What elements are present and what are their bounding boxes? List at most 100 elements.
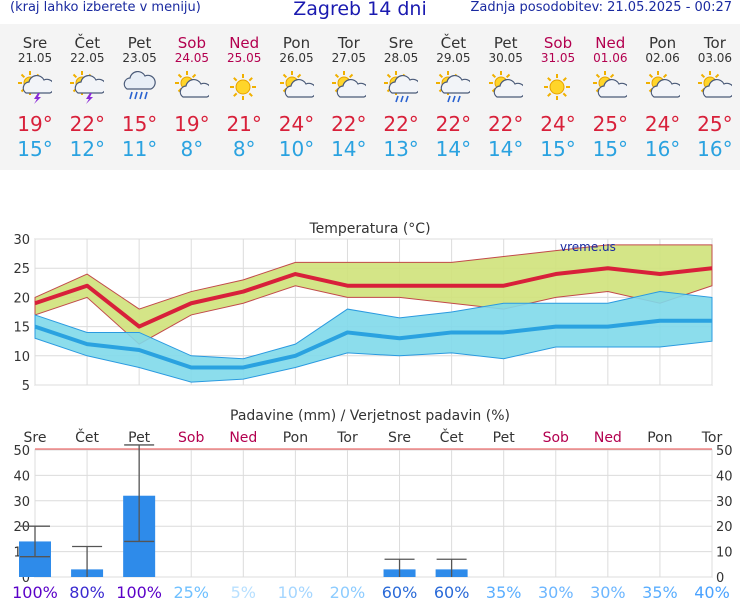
- day-name: Čet: [74, 34, 101, 52]
- cloud-shape: [179, 78, 209, 98]
- x-tick-label: Tor: [701, 430, 723, 446]
- min-temp: 14°: [435, 137, 472, 161]
- cloud-shape: [22, 74, 52, 94]
- cloud-shape: [650, 78, 680, 98]
- sun-disc: [235, 79, 251, 95]
- cloud-shape: [336, 78, 366, 98]
- sun-ray: [177, 73, 182, 79]
- sun-cloud-icon: [279, 71, 314, 98]
- day-name: Pon: [282, 34, 311, 52]
- day-name: Tor: [337, 34, 360, 52]
- day-date: 03.06: [697, 51, 733, 65]
- sun-cloud-thunder-icon: [18, 71, 52, 104]
- x-tick-label: Ned: [594, 430, 622, 446]
- cloud-outline: [123, 71, 156, 90]
- precip-probability: 30%: [590, 583, 626, 602]
- max-temp: 25°: [592, 112, 629, 136]
- day-name: Ned: [229, 34, 260, 52]
- cloud-outline: [598, 78, 628, 98]
- max-temp: 24°: [644, 112, 681, 136]
- sun-cloud-rain-icon: [384, 71, 419, 103]
- precip-probability: 30%: [538, 583, 574, 602]
- sun-ray: [562, 92, 567, 97]
- day-date: 22.05: [70, 51, 105, 65]
- x-tick-label: Tor: [336, 430, 358, 446]
- day-date: 31.05: [540, 51, 576, 65]
- y-tick-label: 20: [13, 520, 30, 535]
- y-tick-label-right: 40: [716, 469, 733, 484]
- sun-ray: [248, 77, 254, 82]
- y-tick-label-right: 50: [716, 444, 733, 459]
- rain-drop: [138, 91, 143, 100]
- forecast-day: Pon 26.05 24° 10°: [271, 24, 323, 162]
- day-date: 26.05: [279, 51, 314, 65]
- forecast-day: Pon 02.06 24° 16°: [637, 24, 689, 162]
- precip-probability: 100%: [12, 583, 58, 602]
- sun-cloud-icon: [645, 71, 680, 98]
- rain-drop: [452, 95, 457, 103]
- max-temp-band: [34, 244, 713, 345]
- precip-probability: 35%: [486, 583, 522, 602]
- sun-cloud-icon: [697, 71, 732, 98]
- precip-probability: 5%: [231, 583, 256, 602]
- precip-probability: 60%: [434, 583, 470, 602]
- rain-drop: [128, 91, 133, 100]
- location-hint: (kraj lahko izberete v meniju): [10, 0, 201, 15]
- y-tick-label: 40: [13, 469, 30, 484]
- min-temp: 14°: [331, 137, 367, 161]
- x-tick-label: Sob: [178, 430, 204, 446]
- precip-probability: 100%: [116, 583, 162, 602]
- day-name: Pon: [648, 34, 677, 52]
- sun-cloud-icon: [331, 71, 366, 98]
- last-updated: Zadnja posodobitev: 21.05.2025 - 00:27: [470, 0, 732, 15]
- cloud-outline: [284, 78, 314, 98]
- sun-ray: [562, 77, 567, 82]
- min-temp: 13°: [383, 137, 419, 161]
- sun-ray: [191, 73, 197, 79]
- max-temp: 15°: [121, 112, 158, 136]
- y-tick-label: 30: [13, 233, 30, 248]
- x-tick-label: Pet: [493, 430, 516, 446]
- sun-ray: [547, 77, 552, 82]
- cloud-outline: [702, 78, 732, 98]
- forecast-day: Sre 28.05 22° 13°: [375, 24, 427, 162]
- max-temp: 24°: [278, 112, 315, 136]
- cloud-shape: [493, 78, 523, 98]
- sun-cloud-rain-icon: [436, 71, 471, 103]
- x-tick-label: Sre: [388, 430, 411, 446]
- y-tick-label-right: 20: [716, 520, 733, 535]
- min-temp: 10°: [278, 137, 315, 161]
- sun-ray: [491, 73, 496, 79]
- cloud-shape: [388, 74, 419, 94]
- min-temp: 8°: [232, 137, 256, 161]
- sun-shape: [230, 74, 257, 100]
- sun-ray: [547, 92, 552, 97]
- min-temp: 12°: [69, 137, 106, 161]
- y-tick-label: 10: [13, 350, 30, 365]
- forecast-day: Pet 30.05 22° 14°: [480, 24, 532, 162]
- cloud-outline: [493, 78, 523, 98]
- x-tick-label: Pon: [647, 430, 672, 446]
- min-temp: 16°: [697, 137, 733, 161]
- sun-icon: [230, 74, 257, 100]
- precip-probability: 60%: [382, 583, 418, 602]
- x-tick-label: Čet: [440, 428, 464, 446]
- sun-shape: [544, 74, 570, 100]
- rain-drop: [395, 95, 399, 103]
- y-tick-label-right: 30: [716, 495, 733, 510]
- sun-cloud-icon: [488, 71, 523, 98]
- day-date: 28.05: [383, 51, 419, 65]
- x-tick-label: Pon: [283, 430, 308, 446]
- day-date: 30.05: [488, 51, 523, 65]
- rain-drop: [400, 95, 404, 103]
- sun-ray: [505, 73, 510, 79]
- precip-probability: 40%: [694, 583, 730, 602]
- rain-drop: [447, 95, 452, 103]
- forecast-day: Čet 29.05 22° 14°: [427, 24, 479, 162]
- day-name: Ned: [595, 34, 626, 52]
- day-name: Sre: [388, 34, 414, 52]
- day-date: 23.05: [122, 51, 157, 65]
- max-temp: 19°: [17, 112, 53, 136]
- sun-ray: [248, 92, 254, 97]
- cloud-rain-icon: [123, 71, 156, 100]
